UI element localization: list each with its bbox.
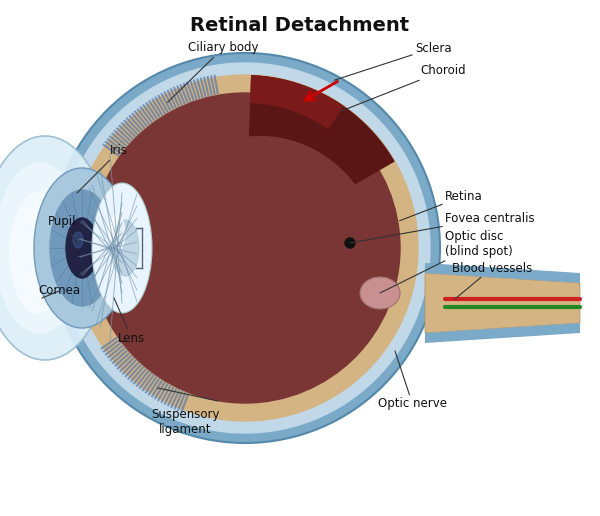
Text: Retina: Retina <box>400 189 483 221</box>
Text: Fovea centralis: Fovea centralis <box>350 212 535 243</box>
Text: Sclera: Sclera <box>334 41 452 80</box>
Text: Pupil: Pupil <box>48 215 77 243</box>
Ellipse shape <box>72 75 418 421</box>
Polygon shape <box>249 75 395 184</box>
Text: Lens: Lens <box>114 298 145 345</box>
Ellipse shape <box>73 232 83 248</box>
Ellipse shape <box>109 215 125 251</box>
Ellipse shape <box>34 168 130 328</box>
Ellipse shape <box>50 190 114 306</box>
Text: Blood vessels: Blood vessels <box>452 262 532 299</box>
Polygon shape <box>425 323 580 343</box>
Polygon shape <box>425 263 580 283</box>
Ellipse shape <box>0 136 110 360</box>
Text: Ciliary body: Ciliary body <box>167 41 259 102</box>
Ellipse shape <box>90 93 400 403</box>
Ellipse shape <box>60 63 430 433</box>
Ellipse shape <box>345 238 355 248</box>
Ellipse shape <box>92 183 152 313</box>
Text: Iris: Iris <box>77 144 128 193</box>
Ellipse shape <box>66 218 98 278</box>
Text: Suspensory
ligament: Suspensory ligament <box>151 408 219 436</box>
Polygon shape <box>425 273 580 333</box>
Ellipse shape <box>0 163 85 333</box>
Text: Optic nerve: Optic nerve <box>378 351 447 411</box>
Text: Optic disc
(blind spot): Optic disc (blind spot) <box>380 230 513 293</box>
Ellipse shape <box>111 220 139 276</box>
Ellipse shape <box>50 53 440 443</box>
Text: Cornea: Cornea <box>38 284 80 298</box>
Ellipse shape <box>10 193 66 313</box>
Polygon shape <box>250 75 344 129</box>
Text: Retinal Detachment: Retinal Detachment <box>190 16 410 35</box>
Text: Choroid: Choroid <box>341 64 466 111</box>
Ellipse shape <box>360 277 400 309</box>
